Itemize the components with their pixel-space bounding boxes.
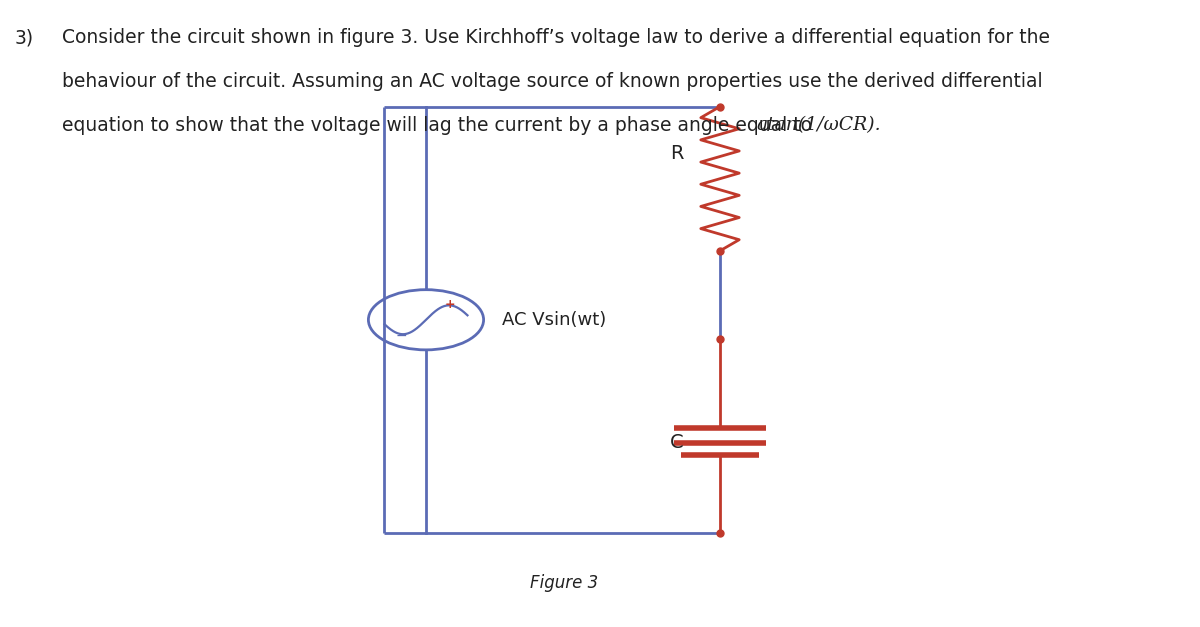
Text: behaviour of the circuit. Assuming an AC voltage source of known properties use : behaviour of the circuit. Assuming an AC… (62, 72, 1043, 91)
Text: R: R (671, 144, 684, 163)
Text: +: + (445, 298, 456, 310)
Text: AC Vsin(wt): AC Vsin(wt) (502, 311, 606, 329)
Text: −: − (396, 329, 408, 344)
Text: equation to show that the voltage will lag the current by a phase angle equal to: equation to show that the voltage will l… (62, 116, 818, 135)
Text: C: C (671, 433, 684, 451)
Text: Consider the circuit shown in figure 3. Use Kirchhoff’s voltage law to derive a : Consider the circuit shown in figure 3. … (62, 28, 1050, 47)
Text: atan(1/ωCR).: atan(1/ωCR). (756, 116, 881, 134)
Text: Figure 3: Figure 3 (530, 574, 598, 592)
Text: 3): 3) (14, 28, 34, 47)
